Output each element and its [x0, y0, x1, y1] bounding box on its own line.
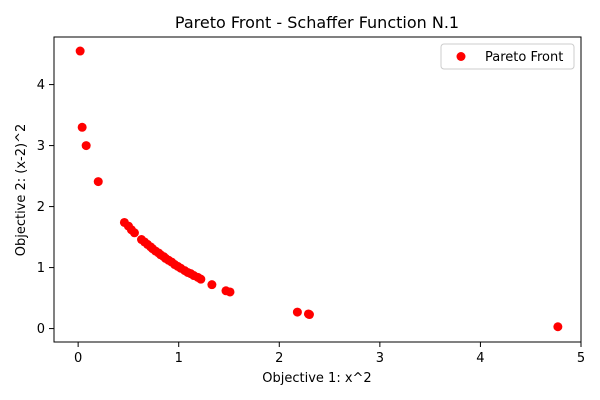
legend-marker — [456, 52, 466, 61]
points-layer — [75, 46, 563, 332]
data-point — [207, 280, 217, 290]
x-tick-label: 2 — [275, 351, 283, 366]
ticks-layer: 0 1 2 3 4 5 0 1 2 3 4 — [37, 78, 585, 366]
y-axis-label: Objective 2: (x-2)^2 — [14, 124, 29, 257]
x-tick-label: 1 — [175, 351, 183, 366]
data-point — [81, 141, 91, 151]
data-point — [292, 307, 302, 317]
data-point — [225, 287, 235, 297]
data-point — [304, 310, 314, 320]
x-tick-label: 0 — [74, 351, 82, 366]
y-tick-label: 0 — [37, 322, 45, 337]
x-tick-label: 5 — [577, 351, 585, 366]
x-tick-label: 3 — [376, 351, 384, 366]
data-point — [129, 228, 139, 238]
data-point — [553, 322, 563, 332]
y-tick-label: 1 — [37, 261, 45, 276]
legend-frame — [440, 43, 575, 70]
x-tick-label: 4 — [476, 351, 484, 366]
y-tick-label: 4 — [37, 78, 45, 93]
plot-frame — [53, 36, 582, 343]
legend: Pareto Front — [440, 43, 575, 70]
y-tick-label: 2 — [37, 200, 45, 215]
data-point — [196, 274, 206, 284]
data-point — [93, 177, 103, 187]
y-tick-label: 3 — [37, 139, 45, 154]
data-point — [75, 46, 85, 56]
chart-title: Pareto Front - Schaffer Function N.1 — [175, 13, 459, 32]
data-point — [77, 122, 87, 132]
x-axis-label: Objective 1: x^2 — [262, 371, 371, 386]
legend-label: Pareto Front — [485, 50, 563, 65]
